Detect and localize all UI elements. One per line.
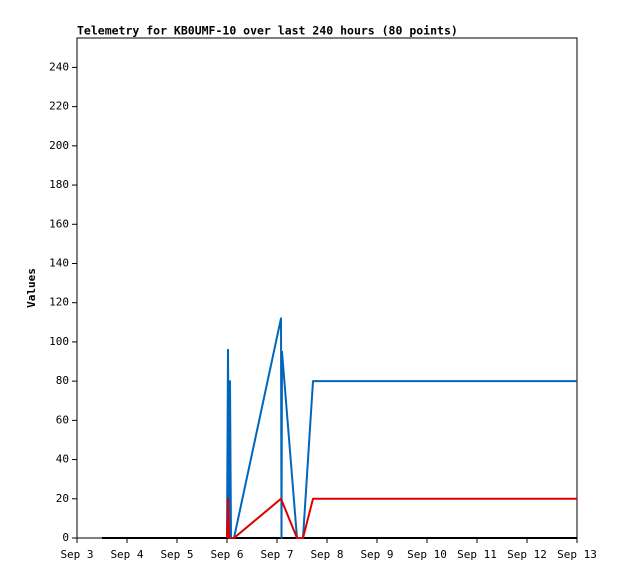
x-tick-label: Sep 6 — [210, 548, 243, 561]
y-tick-label: 40 — [56, 453, 69, 466]
y-tick-label: 160 — [49, 217, 69, 230]
plot-frame — [76, 37, 578, 539]
y-tick-label: 220 — [49, 100, 69, 113]
chart-title: Telemetry for KB0UMF-10 over last 240 ho… — [77, 24, 458, 38]
y-tick-label: 240 — [49, 60, 69, 73]
y-tick-label: 0 — [62, 531, 69, 544]
x-tick-label: Sep 13 — [557, 548, 597, 561]
x-tick-label: Sep 9 — [360, 548, 393, 561]
y-tick-label: 120 — [49, 296, 69, 309]
y-tick-label: 100 — [49, 335, 69, 348]
x-tick-label: Sep 12 — [507, 548, 547, 561]
series-line — [226, 317, 577, 539]
x-tick-label: Sep 7 — [260, 548, 293, 561]
y-tick-label: 180 — [49, 178, 69, 191]
y-tick-label: 200 — [49, 139, 69, 152]
y-axis-label: Values — [25, 268, 38, 308]
x-tick-label: Sep 4 — [110, 548, 143, 561]
series-line — [226, 497, 577, 539]
x-tick-label: Sep 8 — [310, 548, 343, 561]
x-tick-label: Sep 3 — [60, 548, 93, 561]
y-tick-label: 140 — [49, 256, 69, 269]
x-tick-label: Sep 11 — [457, 548, 497, 561]
x-tick-label: Sep 10 — [407, 548, 447, 561]
y-tick-label: 60 — [56, 413, 69, 426]
y-tick-label: 80 — [56, 374, 69, 387]
x-tick-label: Sep 5 — [160, 548, 193, 561]
y-tick-label: 20 — [56, 492, 69, 505]
